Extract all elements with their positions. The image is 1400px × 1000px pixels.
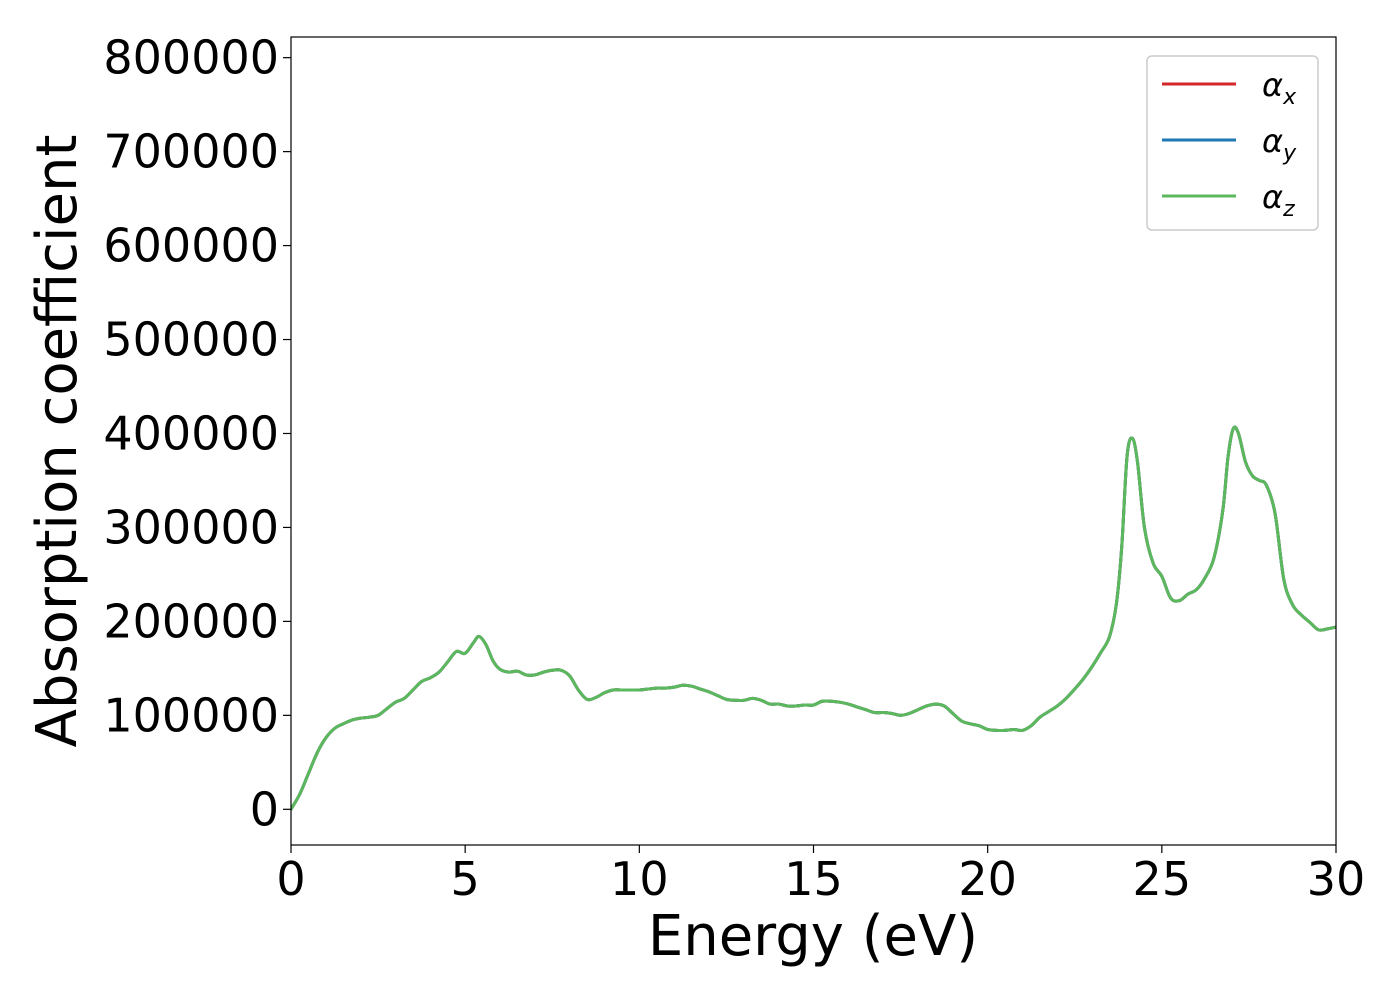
x-tick-label: 0 [276,852,305,906]
legend-label-y: αy [1262,122,1297,166]
x-tick-label: 15 [784,852,843,906]
y-tick-label: 300000 [103,500,279,554]
x-tick-label: 25 [1133,852,1192,906]
x-tick-label: 10 [610,852,669,906]
y-tick-label: 400000 [103,406,279,460]
series-line-x [291,425,1336,811]
y-tick-label: 200000 [103,594,279,648]
legend: αx αy αz [1146,55,1319,231]
legend-label-z: αz [1262,178,1295,222]
y-tick-label: 700000 [103,125,279,179]
y-tick-label: 600000 [103,219,279,273]
legend-box [1146,55,1319,231]
x-tick-label: 20 [958,852,1017,906]
series-line-z [291,425,1336,811]
y-tick-label: 800000 [103,31,279,85]
y-axis-label: Absorption coefficient [25,135,90,748]
plot-area [291,425,1336,811]
legend-label-x: αx [1262,66,1297,110]
x-axis-label: Energy (eV) [648,904,978,969]
y-tick-label: 0 [250,782,279,836]
x-tick-label: 30 [1307,852,1366,906]
x-axis-ticks: 0 5 10 15 20 25 30 [276,845,1365,906]
y-tick-label: 100000 [103,688,279,742]
y-tick-label: 500000 [103,313,279,367]
x-tick-label: 5 [451,852,480,906]
series-line-y [291,425,1336,811]
y-axis-ticks: 0 100000 200000 300000 400000 500000 600000 700… [103,31,291,836]
